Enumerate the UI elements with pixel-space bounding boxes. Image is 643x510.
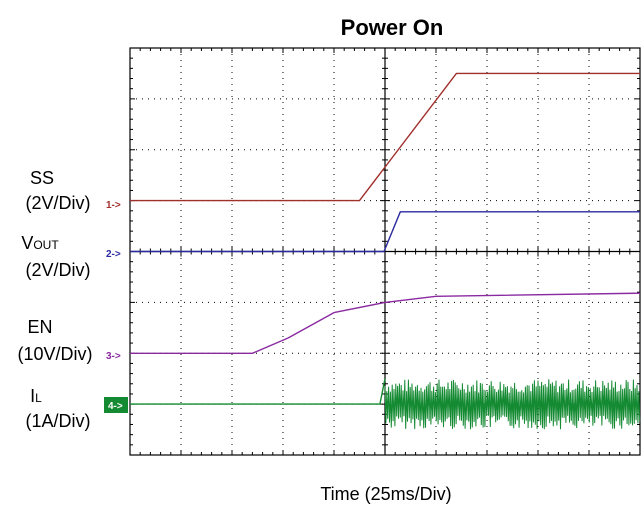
vout-label-main: V <box>21 233 33 253</box>
vout-label-sub: OUT <box>33 238 59 252</box>
ch3-marker: 3-> <box>106 351 121 362</box>
ss-scale: (2V/Div) <box>25 193 90 213</box>
chart-title: Power On <box>341 15 444 40</box>
trace-ch1 <box>130 72 640 202</box>
il-label-sub: L <box>35 391 42 405</box>
vout-scale: (2V/Div) <box>25 260 90 280</box>
trace-ch3 <box>130 292 641 354</box>
il-scale: (1A/Div) <box>25 411 90 431</box>
trace-ch4-switching <box>384 379 641 430</box>
en-label: EN <box>27 317 52 337</box>
ch4-marker: 4-> <box>108 401 123 412</box>
en-scale: (10V/Div) <box>17 344 92 364</box>
ch1-marker: 1-> <box>106 200 121 211</box>
il-label: IL <box>30 386 42 406</box>
x-axis-label: Time (25ms/Div) <box>320 484 451 504</box>
ch4-marker-box <box>104 397 128 413</box>
trace-ch2 <box>130 211 640 253</box>
ch2-marker: 2-> <box>106 249 121 260</box>
ss-label: SS <box>30 168 54 188</box>
traces <box>130 72 641 430</box>
il-label-main: I <box>30 386 35 406</box>
trace-ch4 <box>130 378 386 405</box>
vout-label: VOUT <box>21 233 59 253</box>
